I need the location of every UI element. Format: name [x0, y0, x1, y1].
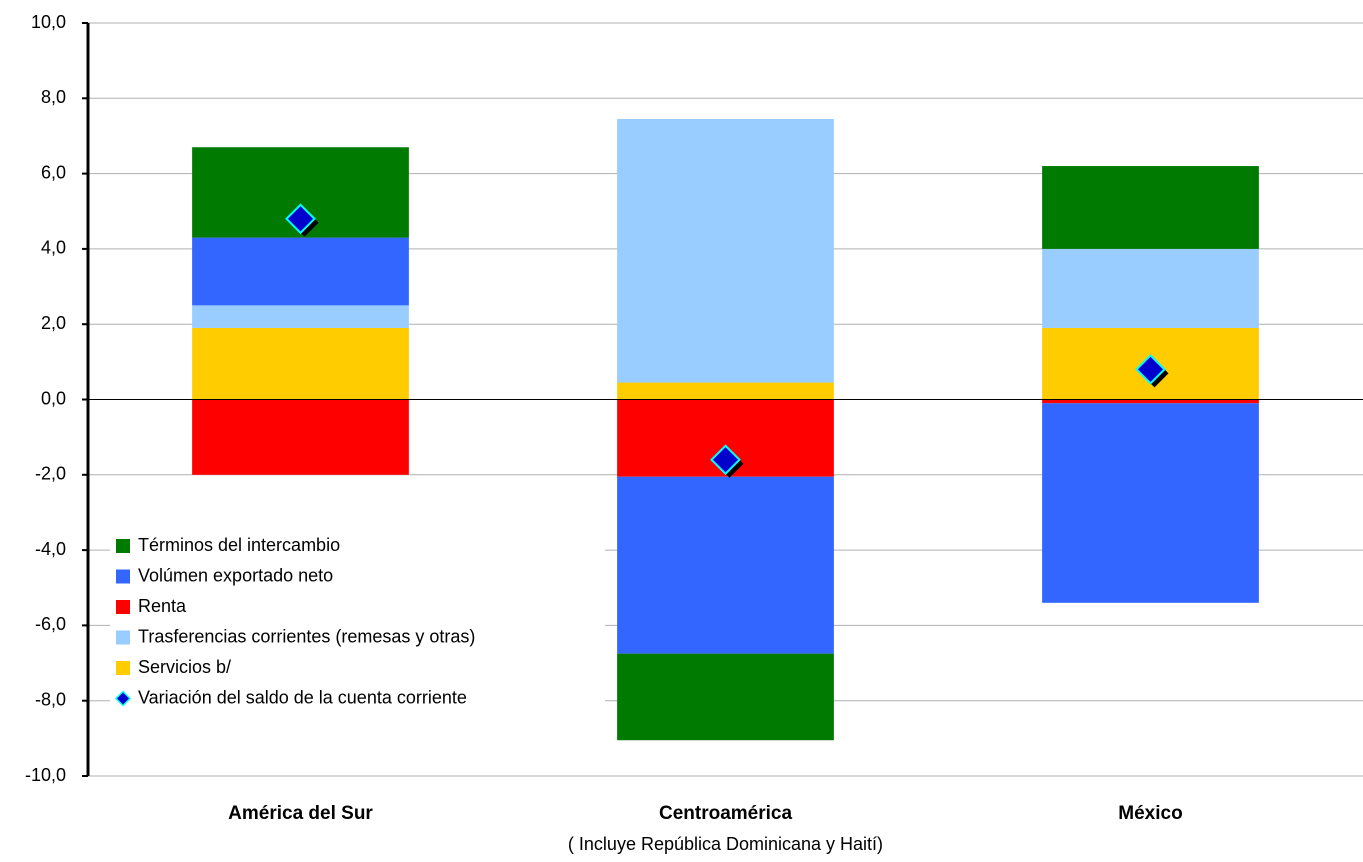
x-tick-label: América del Sur — [228, 803, 373, 824]
bar — [617, 382, 834, 400]
marker — [285, 203, 316, 235]
marker — [710, 444, 741, 476]
bar — [1042, 399, 1259, 404]
legend-swatch — [116, 600, 130, 614]
legend-box — [110, 528, 605, 717]
bar — [1042, 166, 1259, 249]
y-tick-label: 4,0 — [41, 238, 66, 258]
y-tick-label: -4,0 — [35, 539, 66, 559]
bar — [192, 237, 409, 306]
bar — [192, 327, 409, 400]
y-tick-label: 10,0 — [31, 12, 66, 32]
marker — [1135, 353, 1166, 385]
y-tick-label: 6,0 — [41, 162, 66, 182]
y-tick-label: 0,0 — [41, 388, 66, 408]
y-tick-label: -6,0 — [35, 614, 66, 634]
legend-label: Términos del intercambio — [138, 535, 340, 555]
legend-label: Trasferencias corrientes (remesas y otra… — [138, 626, 475, 646]
bar — [192, 399, 409, 475]
y-tick-label: 8,0 — [41, 87, 66, 107]
legend-label: Variación del saldo de la cuenta corrien… — [138, 687, 467, 707]
y-tick-label: -10,0 — [25, 765, 66, 785]
legend-swatch — [116, 630, 130, 645]
y-tick-label: -8,0 — [35, 689, 66, 709]
y-tick-label: -2,0 — [35, 464, 66, 484]
bar — [617, 653, 834, 741]
y-tick-label: 2,0 — [41, 313, 66, 333]
legend-marker — [114, 690, 132, 707]
legend-label: Servicios b/ — [138, 657, 231, 677]
x-tick-label: Centroamérica — [659, 803, 792, 824]
bar — [1042, 248, 1259, 328]
x-tick-label: México — [1118, 803, 1182, 824]
bar — [617, 476, 834, 654]
legend-swatch — [116, 539, 130, 553]
legend-swatch — [116, 661, 130, 675]
bar — [1042, 403, 1259, 603]
x-tick-sublabel: ( Incluye República Dominicana y Haití) — [568, 834, 883, 854]
legend-label: Volúmen exportado neto — [138, 565, 333, 585]
bar — [617, 119, 834, 383]
legend-label: Renta — [138, 596, 187, 616]
bar — [192, 305, 409, 328]
legend-swatch — [116, 569, 130, 584]
